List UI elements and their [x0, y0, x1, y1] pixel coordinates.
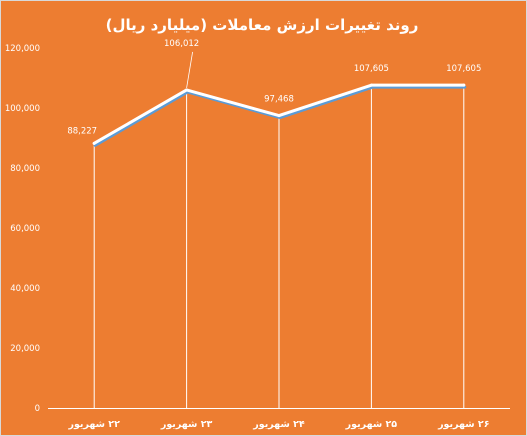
series-line-shadow — [93, 85, 467, 147]
data-label: 107,605 — [446, 64, 481, 74]
x-axis: ۲۲ شهریور ۲۳ شهریور ۲۴ شهریور ۲۵ شهریور ۲۶ ش… — [48, 408, 510, 430]
y-tick-label: 100,000 — [5, 104, 40, 114]
x-tick-label: ۲۴ شهریور — [252, 419, 305, 430]
x-tick-label: ۲۶ شهریور — [437, 419, 489, 430]
data-label: 97,468 — [264, 95, 294, 105]
y-tick-label: 60,000 — [10, 224, 40, 234]
y-tick-label: 40,000 — [10, 284, 40, 294]
chart-title: روند تغییرات ارزش معاملات (میلیارد ریال) — [106, 16, 419, 34]
data-label: 107,605 — [354, 64, 389, 74]
data-label: 88,227 — [67, 126, 97, 136]
data-point — [277, 114, 281, 118]
y-tick-label: 120,000 — [5, 44, 40, 54]
data-point — [92, 141, 96, 145]
data-point — [462, 83, 466, 87]
x-tick-label: ۲۳ شهریور — [160, 419, 213, 430]
y-tick-label: 20,000 — [10, 344, 40, 354]
y-tick-label: 80,000 — [10, 164, 40, 174]
x-tick-label: ۲۵ شهریور — [345, 419, 398, 430]
data-point — [369, 83, 373, 87]
data-labels: 88,227 106,012 97,468 107,605 107,605 — [67, 39, 481, 136]
y-axis: 0 20,000 40,000 60,000 80,000 100,000 120,000 — [5, 44, 40, 414]
drop-lines — [93, 85, 465, 408]
data-label-leader — [186, 51, 193, 89]
x-tick-label: ۲۲ شهریور — [67, 419, 120, 430]
y-tick-label: 0 — [35, 404, 40, 414]
data-label: 106,012 — [164, 39, 199, 49]
data-point — [185, 88, 189, 92]
series-line-group — [92, 83, 467, 147]
